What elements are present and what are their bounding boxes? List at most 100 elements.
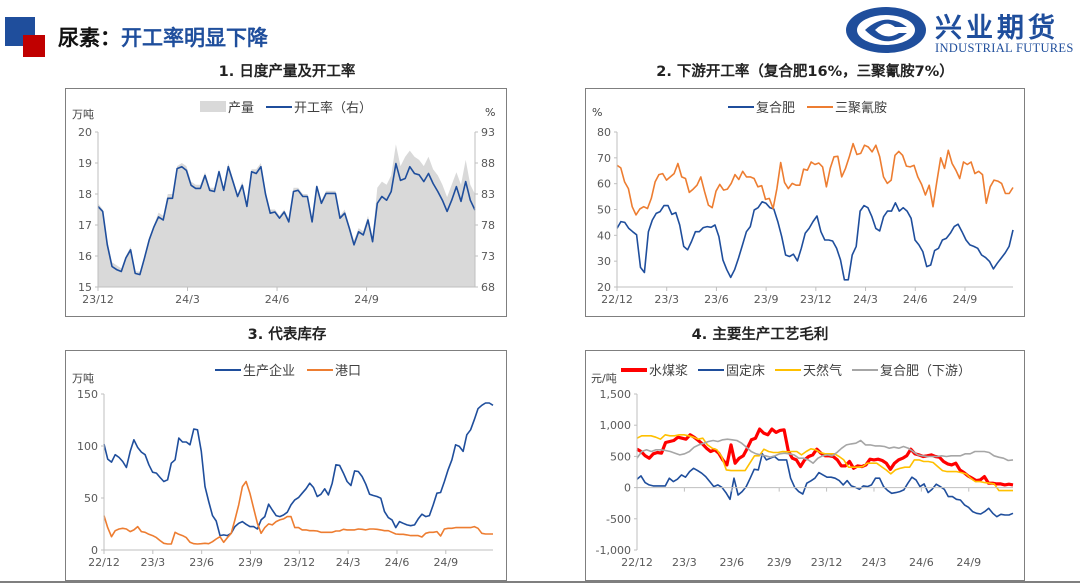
chart1-x-tick-label: 23/12	[82, 293, 114, 306]
chart4-y-tick-label: 500	[610, 450, 631, 463]
legend-swatch	[266, 105, 293, 108]
chart1-x-tick-label: 24/3	[175, 293, 200, 306]
chart4-x-tick-label: 24/3	[862, 556, 887, 569]
chart3-x-tick-label: 23/3	[140, 556, 165, 569]
chart3-x-tick-label: 23/12	[283, 556, 315, 569]
legend-label: 复合肥（下游）	[880, 364, 972, 379]
title-prefix: 尿素：	[58, 26, 121, 50]
chart3-x-tick-label: 24/6	[385, 556, 410, 569]
legend-item-producers: 生产企业	[215, 360, 295, 379]
legend-label: 港口	[335, 364, 362, 379]
legend-item-compound-downstream: 复合肥（下游）	[852, 360, 971, 379]
chart2-series-line-0	[616, 201, 1014, 281]
chart4-series-line-1	[636, 453, 1014, 518]
company-logo-icon	[846, 7, 926, 53]
title-main: 开工率明显下降	[121, 26, 268, 50]
chart3-unit-left: 万吨	[72, 372, 94, 385]
chart2-x-tick-label: 23/9	[754, 293, 779, 306]
logo-square-red	[23, 35, 45, 57]
legend-swatch	[728, 105, 754, 108]
chart1-x-tick-label: 24/9	[354, 293, 379, 306]
legend-item-slurry: 水煤浆	[621, 360, 688, 379]
chart2-y-tick-label: 20	[597, 281, 611, 294]
chart4-x-tick-label: 23/3	[672, 556, 697, 569]
legend-label: 水煤浆	[649, 364, 689, 379]
page-title: 尿素：开工率明显下降	[58, 22, 268, 52]
chart1-y-tick-label: 20	[78, 126, 92, 139]
chart4-series-line-3	[636, 438, 1014, 464]
legend-item-gas: 天然气	[775, 360, 842, 379]
chart4-y-tick-label: -1,000	[596, 544, 631, 557]
legend-swatch	[215, 368, 241, 371]
legend-item-melamine: 三聚氰胺	[807, 97, 887, 116]
chart1-y-tick-label: 15	[78, 281, 92, 294]
legend-label: 开工率（右）	[294, 101, 373, 116]
chart2-x-tick-label: 24/9	[953, 293, 978, 306]
chart1-legend: 产量 开工率（右）	[200, 97, 372, 116]
chart1-y-right-tick-label: 78	[481, 219, 495, 232]
legend-label: 生产企业	[243, 364, 296, 379]
chart4-x-tick-label: 23/9	[767, 556, 792, 569]
chart3-panel	[65, 350, 507, 581]
chart2-x-tick-label: 23/3	[654, 293, 679, 306]
chart2-series-line-1	[616, 142, 1014, 216]
chart2-y-tick-label: 40	[597, 229, 611, 242]
legend-label: 天然气	[803, 364, 843, 379]
legend-swatch	[200, 101, 226, 112]
chart1-unit-right: %	[485, 106, 496, 119]
chart2-y-tick-label: 80	[597, 126, 611, 139]
legend-label: 复合肥	[756, 101, 796, 116]
chart1-y-right-tick-label: 68	[481, 281, 495, 294]
chart4-y-tick-label: 0	[624, 482, 631, 495]
chart1-series-line-1	[97, 162, 476, 276]
chart3-x-tick-label: 23/6	[189, 556, 214, 569]
chart2-title: 2. 下游开工率（复合肥16%，三聚氰胺7%）	[656, 64, 954, 80]
chart2-x-tick-label: 24/3	[853, 293, 878, 306]
chart2-y-tick-label: 30	[597, 255, 611, 268]
chart3-legend: 生产企业 港口	[215, 360, 361, 379]
chart2-x-tick-label: 23/12	[800, 293, 832, 306]
chart3-x-tick-label: 24/3	[336, 556, 361, 569]
company-logo: 兴业期货 INDUSTRIAL FUTURES	[843, 4, 1080, 56]
footer-divider	[0, 581, 1080, 583]
chart1-title: 1. 日度产量及开工率	[218, 64, 356, 80]
chart1-y-right-tick-label: 73	[481, 250, 495, 263]
logo-text-cn: 兴业期货	[935, 13, 1059, 44]
chart3-y-tick-label: 0	[91, 544, 98, 557]
chart4-y-tick-label: -500	[606, 513, 631, 526]
legend-swatch	[807, 105, 834, 108]
chart1-y-tick-label: 17	[78, 219, 92, 232]
chart4-panel	[585, 350, 1025, 581]
chart1-unit-left: 万吨	[72, 108, 94, 121]
legend-item-port: 港口	[307, 360, 361, 379]
chart3-x-tick-label: 22/12	[88, 556, 120, 569]
legend-label: 产量	[228, 101, 255, 116]
chart1-y-tick-label: 19	[78, 157, 92, 170]
chart4-x-tick-label: 23/6	[719, 556, 744, 569]
chart1-y-tick-label: 16	[78, 250, 92, 263]
chart4-unit-left: 元/吨	[591, 372, 617, 385]
legend-label: 三聚氰胺	[835, 101, 888, 116]
chart4-x-tick-label: 24/6	[909, 556, 934, 569]
chart1-y-right-tick-label: 88	[481, 157, 495, 170]
chart4-legend: 水煤浆 固定床 天然气 复合肥（下游）	[621, 360, 971, 379]
chart3-y-tick-label: 50	[84, 492, 98, 505]
chart4-y-tick-label: 1,500	[600, 388, 632, 401]
chart1-x-tick-label: 24/6	[265, 293, 290, 306]
chart2-y-tick-label: 50	[597, 204, 611, 217]
chart2-x-tick-label: 23/6	[704, 293, 729, 306]
chart3-x-tick-label: 23/9	[238, 556, 263, 569]
chart3-series-line-0	[103, 402, 494, 537]
chart2-y-tick-label: 60	[597, 178, 611, 191]
legend-item-rate: 开工率（右）	[266, 97, 372, 116]
chart2-legend: 复合肥 三聚氰胺	[728, 97, 887, 116]
chart2-x-tick-label: 22/12	[601, 293, 633, 306]
chart1-panel	[65, 88, 507, 317]
legend-swatch	[775, 368, 802, 371]
chart4-x-tick-label: 22/12	[621, 556, 653, 569]
chart3-y-tick-label: 150	[77, 388, 98, 401]
legend-swatch	[852, 368, 879, 371]
chart1-y-right-tick-label: 93	[481, 126, 495, 139]
chart3-x-tick-label: 24/9	[433, 556, 458, 569]
